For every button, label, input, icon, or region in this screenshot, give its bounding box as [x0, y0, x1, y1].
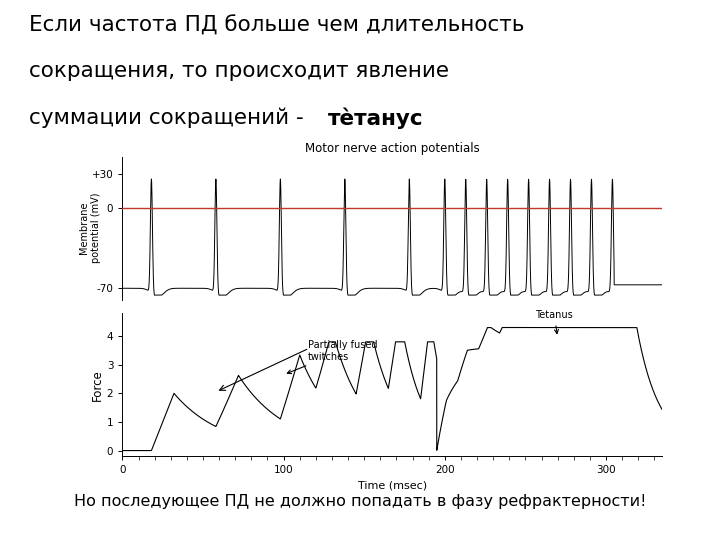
Y-axis label: Membrane
potential (mV): Membrane potential (mV) [79, 193, 101, 264]
Y-axis label: Force: Force [91, 369, 104, 401]
Title: Motor nerve action potentials: Motor nerve action potentials [305, 143, 480, 156]
Text: суммации сокращений -: суммации сокращений - [29, 107, 310, 128]
Text: Если частота ПД больше чем длительность: Если частота ПД больше чем длительность [29, 15, 524, 35]
X-axis label: Time (msec): Time (msec) [358, 481, 427, 491]
Text: Tetanus: Tetanus [536, 310, 573, 334]
Text: тèтанус: тèтанус [328, 107, 423, 129]
Text: сокращения, то происходит явление: сокращения, то происходит явление [29, 62, 449, 82]
Text: Partially fused
twitches: Partially fused twitches [287, 340, 377, 374]
Text: Но последующее ПД не должно попадать в фазу рефрактерности!: Но последующее ПД не должно попадать в ф… [74, 494, 646, 509]
